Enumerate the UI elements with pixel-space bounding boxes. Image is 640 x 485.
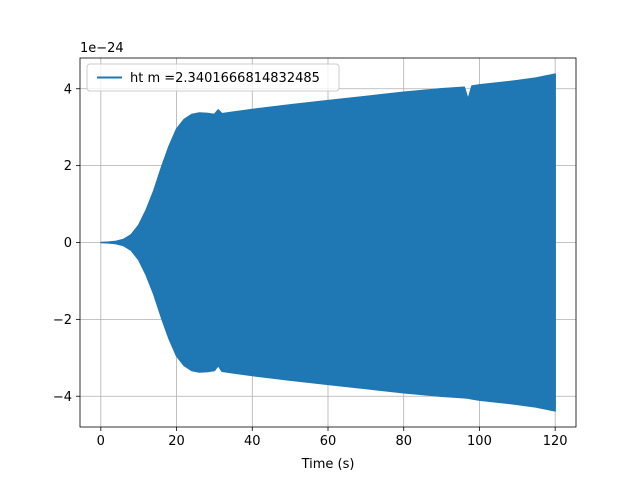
x-tick-label: 60 <box>320 434 337 449</box>
legend-frame <box>86 63 340 92</box>
x-tick-label: 80 <box>395 434 412 449</box>
y-axis: −4 −2 0 2 4 <box>53 82 80 405</box>
y-tick-label: −2 <box>53 313 72 328</box>
y-scale-label: 1e−24 <box>80 41 124 56</box>
x-axis: 0 20 40 60 80 100 120 <box>97 427 568 449</box>
x-tick-label: 100 <box>467 434 492 449</box>
y-tick-label: 4 <box>64 82 72 97</box>
x-tick-label: 20 <box>168 434 185 449</box>
plot-area <box>100 73 556 412</box>
x-tick-label: 40 <box>244 434 261 449</box>
x-axis-label: Time (s) <box>301 457 355 472</box>
legend-label: ht m =2.3401666814832485 <box>130 71 320 86</box>
y-tick-label: −4 <box>53 390 72 405</box>
series-envelope <box>100 73 556 412</box>
x-tick-label: 120 <box>543 434 568 449</box>
legend: ht m =2.3401666814832485 <box>86 63 340 92</box>
y-tick-label: 2 <box>64 159 72 174</box>
x-tick-label: 0 <box>97 434 105 449</box>
y-tick-label: 0 <box>64 236 72 251</box>
